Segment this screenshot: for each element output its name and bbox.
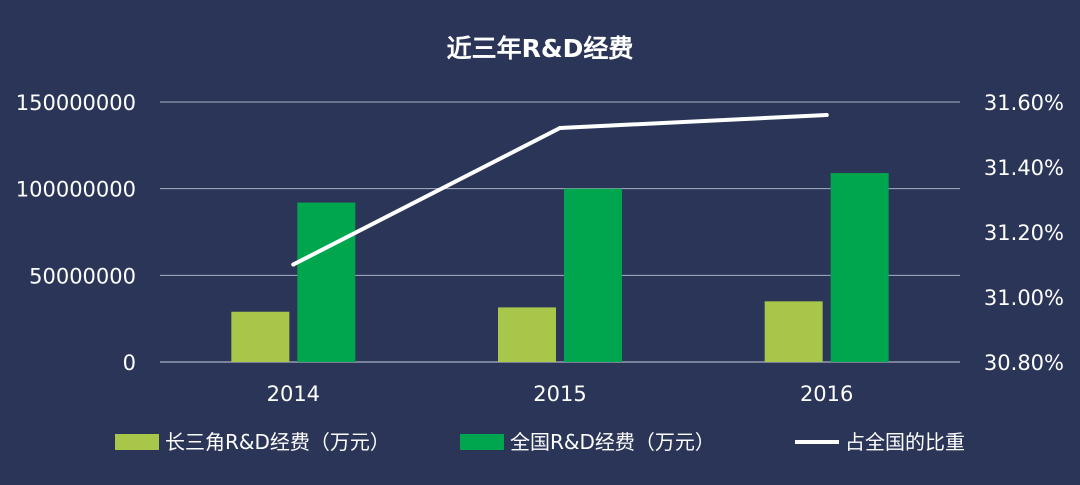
ratio-point-2015: [558, 126, 562, 130]
ratio-point-2014: [291, 262, 296, 267]
legend-swatch: [115, 434, 159, 450]
right-tick-label: 31.40%: [984, 156, 1064, 180]
left-tick-label: 100000000: [16, 178, 136, 202]
ratio-line: [291, 113, 829, 267]
x-tick-label: 2014: [267, 382, 320, 406]
legend-swatch: [460, 434, 504, 450]
x-tick-label: 2016: [800, 382, 853, 406]
right-tick-label: 30.80%: [984, 351, 1064, 375]
chart-title: 近三年R&D经费: [447, 34, 634, 63]
right-tick-label: 31.20%: [984, 221, 1064, 245]
bar-yangtze-2016: [764, 301, 823, 362]
left-axis: 0 50000000 100000000 150000000: [16, 91, 136, 375]
ratio-point-2016: [824, 113, 829, 117]
x-tick-label: 2015: [533, 382, 586, 406]
bar-national-2015: [564, 188, 622, 362]
x-axis: 2014 2015 2016: [267, 382, 854, 406]
right-axis: 30.80% 31.00% 31.20% 31.40% 31.60%: [984, 91, 1064, 375]
right-tick-label: 31.60%: [984, 91, 1064, 115]
bar-national-2014: [297, 202, 356, 362]
left-tick-label: 0: [123, 351, 136, 375]
left-tick-label: 150000000: [16, 91, 136, 115]
bar-yangtze-2014: [231, 311, 290, 362]
bars: [231, 173, 889, 362]
left-tick-label: 50000000: [29, 264, 136, 288]
bar-national-2016: [830, 173, 889, 362]
right-tick-label: 31.00%: [984, 286, 1064, 310]
legend-label: 长三角R&D经费（万元）: [165, 430, 390, 454]
bar-yangtze-2015: [498, 307, 556, 362]
gridlines: [160, 101, 960, 363]
legend-label: 全国R&D经费（万元）: [510, 430, 715, 454]
legend-label: 占全国的比重: [845, 430, 965, 454]
legend: 长三角R&D经费（万元） 全国R&D经费（万元） 占全国的比重: [115, 430, 965, 454]
